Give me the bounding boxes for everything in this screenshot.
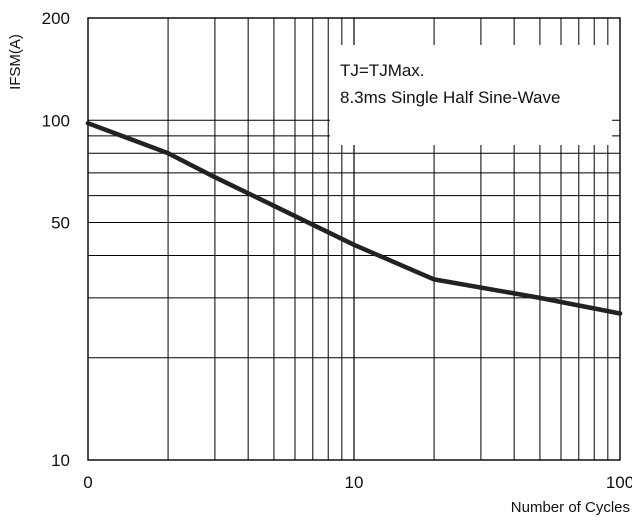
data-point: [165, 150, 171, 156]
data-point: [617, 311, 623, 316]
annotation-background: [330, 45, 612, 145]
annotation-line-2: 8.3ms Single Half Sine-Wave: [340, 88, 560, 107]
x-tick-label: 0: [83, 473, 92, 492]
y-tick-labels: 10 50 100 200: [42, 9, 70, 470]
data-point: [85, 121, 91, 126]
y-tick-label: 100: [42, 111, 70, 130]
x-tick-labels: 0 10 100: [83, 473, 632, 492]
x-tick-label: 10: [345, 473, 364, 492]
data-point: [537, 295, 543, 301]
y-tick-label: 200: [42, 9, 70, 28]
x-axis-label: Number of Cycles: [511, 499, 630, 516]
data-point: [351, 242, 357, 247]
data-point: [212, 174, 218, 180]
annotation-line-1: TJ=TJMax.: [340, 61, 425, 80]
data-points: [85, 121, 623, 316]
y-tick-label: 10: [51, 451, 70, 470]
plot-frame: [87, 17, 621, 461]
x-tick-label: 100: [606, 473, 632, 492]
annotation-box: TJ=TJMax. 8.3ms Single Half Sine-Wave: [330, 45, 612, 145]
y-axis-label: IFSM(A): [7, 34, 24, 90]
y-tick-label: 50: [51, 214, 70, 233]
data-point: [271, 203, 277, 209]
series-line: [85, 120, 623, 316]
data-point: [431, 277, 437, 282]
